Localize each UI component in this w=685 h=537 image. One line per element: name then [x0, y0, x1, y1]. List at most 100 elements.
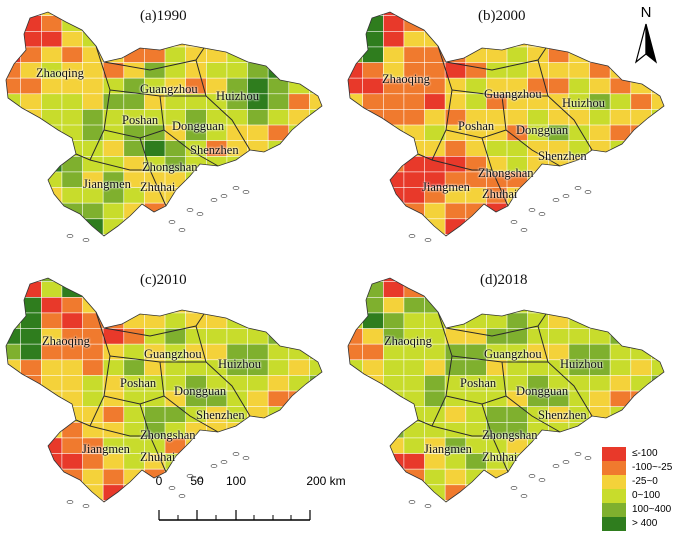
district-cell: [40, 93, 63, 111]
district-cell: [465, 218, 488, 236]
district-cell: [362, 124, 385, 142]
district-cell: [630, 77, 653, 95]
district-cell: [247, 278, 269, 283]
city-boundary: [159, 361, 219, 433]
map-panel-1990: (a)1990 Zhaoqing Guangzhou Huizhou Posha…: [0, 0, 330, 250]
city-label-zhuhai: Zhuhai: [482, 450, 518, 464]
district-cell: [548, 328, 570, 345]
island: [220, 460, 228, 464]
district-cell: [123, 62, 146, 79]
city-label-shenzhen: Shenzhen: [190, 143, 239, 157]
city-label-jiangmen: Jiangmen: [422, 180, 470, 194]
legend-label: -25~0: [632, 476, 658, 487]
district-cell: [123, 359, 146, 377]
district-cell: [486, 234, 508, 236]
district-cell: [247, 296, 269, 314]
district-cell: [267, 124, 290, 142]
district-cell: [247, 109, 269, 126]
district-cell: [247, 281, 269, 299]
district-cell: [424, 281, 446, 299]
district-cell: [444, 46, 467, 64]
district-cell: [40, 375, 63, 392]
city-boundary: [103, 313, 205, 337]
district-cell: [630, 328, 653, 345]
island: [408, 500, 416, 504]
district-cell: [465, 234, 488, 236]
district-cell: [61, 468, 84, 486]
legend-label: 0~100: [632, 490, 661, 501]
district-cell: [61, 109, 84, 126]
district-cell: [527, 453, 550, 470]
island: [186, 474, 194, 478]
island: [242, 456, 250, 460]
district-cell: [40, 296, 63, 314]
district-cell: [247, 218, 269, 236]
district-cell: [6, 156, 22, 173]
district-cell: [82, 77, 104, 95]
district-cell: [568, 202, 591, 220]
district-cell: [20, 500, 43, 502]
district-cell: [102, 296, 125, 314]
region-outline: [5, 11, 323, 237]
district-cell: [568, 124, 591, 142]
district-cell: [61, 437, 84, 455]
district-cell: [444, 484, 467, 502]
district-cell: [548, 30, 570, 48]
district-cell: [267, 93, 290, 111]
district-cell: [40, 156, 63, 173]
district-cell: [185, 218, 208, 236]
district-cell: [348, 296, 364, 314]
district-cell: [382, 124, 405, 142]
district-cell: [20, 234, 43, 236]
district-cell: [185, 12, 208, 17]
district-cell: [288, 422, 311, 439]
legend: ≤-100 -100~-25 -25~0 0~100 100~400 > 400: [602, 447, 684, 535]
district-cell: [247, 124, 269, 142]
district-cell: [6, 109, 22, 126]
island: [66, 500, 74, 504]
island: [168, 220, 176, 224]
district-cell: [20, 484, 43, 502]
island: [232, 452, 240, 456]
district-cell: [247, 15, 269, 33]
district-cell: [403, 202, 426, 220]
district-cell: [102, 312, 125, 330]
district-cell: [527, 278, 550, 283]
city-label-guangzhou: Guangzhou: [140, 82, 198, 96]
district-cell: [548, 296, 570, 314]
district-cell: [651, 312, 664, 330]
city-label-zhongshan: Zhongshan: [142, 160, 198, 174]
district-cell: [403, 46, 426, 64]
district-cell: [102, 202, 125, 220]
island: [562, 194, 570, 198]
district-cell: [309, 422, 322, 439]
district-cell: [247, 234, 269, 236]
district-cell: [348, 93, 364, 111]
district-cell: [548, 171, 570, 189]
district-cell: [40, 124, 63, 142]
legend-swatch: [602, 517, 626, 531]
district-cell: [362, 328, 385, 345]
district-cell: [226, 218, 249, 236]
district-cell: [247, 375, 269, 392]
district-cell: [61, 140, 84, 158]
region-outline: [347, 11, 665, 237]
district-cell: [362, 187, 385, 204]
island: [538, 212, 546, 216]
district-cell: [226, 15, 249, 33]
district-cell: [247, 437, 269, 455]
district-cell: [6, 124, 22, 142]
district-cell: [288, 202, 311, 220]
district-cell: [424, 15, 446, 33]
district-cell: [348, 312, 364, 330]
district-cell: [465, 62, 488, 79]
city-boundary: [89, 425, 150, 437]
legend-item: -25~0: [602, 475, 684, 489]
district-cells: [6, 12, 322, 236]
district-cell: [348, 15, 364, 33]
district-cell: [568, 218, 591, 236]
district-cell: [589, 281, 611, 299]
district-cell: [651, 406, 664, 424]
district-cell: [309, 12, 322, 17]
district-cell: [651, 156, 664, 173]
